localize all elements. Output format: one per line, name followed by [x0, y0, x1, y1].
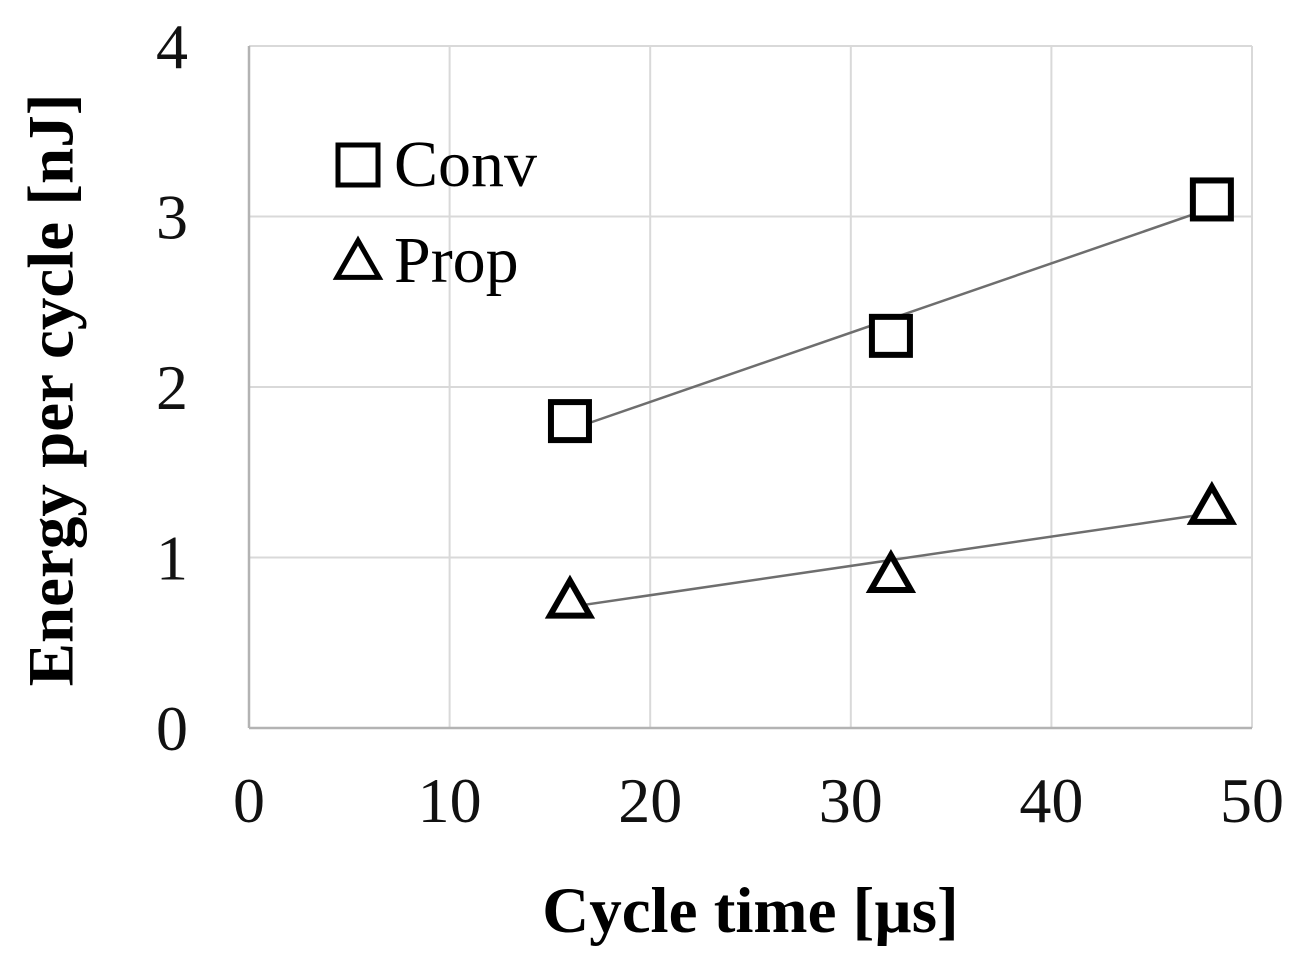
y-tick-label-0: 0 [156, 693, 188, 764]
x-axis-title: Cycle time [µs] [542, 875, 959, 947]
conv-data-point-0 [547, 399, 592, 444]
x-tick-label-20: 20 [618, 765, 682, 836]
x-tick-label-50: 50 [1220, 765, 1284, 836]
x-tick-label-10: 10 [418, 765, 482, 836]
legend: Conv Prop [330, 118, 537, 308]
x-tick-label-0: 0 [233, 765, 265, 836]
legend-item-conv: Conv [330, 118, 537, 212]
y-tick-label-1: 1 [156, 523, 188, 594]
legend-label-prop: Prop [394, 224, 519, 297]
prop-data-point-1 [865, 549, 917, 594]
prop-data-point-2 [1186, 480, 1238, 525]
y-tick-label-2: 2 [156, 352, 188, 423]
square-icon [335, 142, 381, 188]
y-tick-label-3: 3 [156, 182, 188, 253]
conv-data-point-2 [1189, 177, 1234, 222]
x-tick-label-40: 40 [1019, 765, 1083, 836]
legend-item-prop: Prop [330, 214, 537, 308]
prop-data-point-0 [544, 574, 596, 619]
triangle-icon [332, 235, 384, 280]
y-tick-label-4: 4 [156, 11, 188, 82]
y-axis-title: Energy per cycle [nJ] [15, 93, 88, 687]
legend-label-conv: Conv [394, 128, 538, 201]
x-tick-label-30: 30 [819, 765, 883, 836]
conv-data-point-1 [868, 313, 913, 358]
